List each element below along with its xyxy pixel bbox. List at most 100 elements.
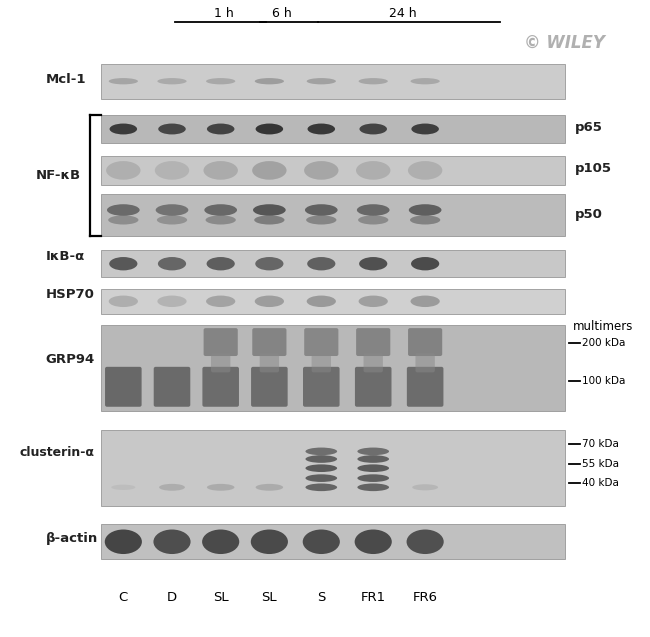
- Ellipse shape: [359, 257, 387, 271]
- FancyBboxPatch shape: [407, 367, 443, 407]
- Ellipse shape: [109, 257, 137, 271]
- Ellipse shape: [207, 257, 235, 271]
- FancyBboxPatch shape: [304, 328, 339, 356]
- Ellipse shape: [111, 485, 135, 490]
- Ellipse shape: [204, 204, 237, 216]
- Ellipse shape: [408, 161, 443, 180]
- Text: 1 h: 1 h: [214, 8, 234, 20]
- Bar: [101, 524, 565, 559]
- FancyBboxPatch shape: [211, 353, 230, 373]
- Ellipse shape: [106, 161, 140, 180]
- Text: C: C: [119, 591, 128, 604]
- Ellipse shape: [305, 204, 337, 216]
- FancyBboxPatch shape: [252, 328, 287, 356]
- Text: S: S: [317, 591, 326, 604]
- Ellipse shape: [206, 296, 235, 307]
- FancyBboxPatch shape: [356, 328, 390, 356]
- Ellipse shape: [304, 161, 339, 180]
- Ellipse shape: [255, 124, 283, 134]
- Ellipse shape: [306, 455, 337, 463]
- FancyBboxPatch shape: [203, 328, 238, 356]
- Text: 40 kDa: 40 kDa: [582, 478, 619, 488]
- Text: p50: p50: [575, 208, 603, 221]
- Ellipse shape: [109, 78, 138, 84]
- Ellipse shape: [411, 296, 440, 307]
- Ellipse shape: [306, 215, 337, 224]
- Ellipse shape: [359, 124, 387, 134]
- Text: GRP94: GRP94: [46, 354, 95, 366]
- Ellipse shape: [306, 475, 337, 482]
- FancyBboxPatch shape: [355, 367, 391, 407]
- FancyBboxPatch shape: [105, 367, 142, 407]
- Ellipse shape: [252, 161, 287, 180]
- Ellipse shape: [206, 78, 235, 84]
- Text: D: D: [167, 591, 177, 604]
- Ellipse shape: [205, 215, 236, 224]
- Ellipse shape: [157, 78, 187, 84]
- Ellipse shape: [255, 257, 283, 271]
- Text: IκB-α: IκB-α: [46, 250, 84, 263]
- Ellipse shape: [358, 455, 389, 463]
- Text: multimers: multimers: [573, 320, 633, 333]
- Ellipse shape: [155, 204, 188, 216]
- Ellipse shape: [358, 483, 389, 491]
- Ellipse shape: [307, 124, 335, 134]
- Text: SL: SL: [261, 591, 277, 604]
- Text: p105: p105: [575, 162, 612, 175]
- Text: Mcl-1: Mcl-1: [46, 73, 86, 86]
- Text: NF-κB: NF-κB: [36, 169, 81, 182]
- Ellipse shape: [355, 529, 392, 554]
- Ellipse shape: [406, 529, 444, 554]
- Ellipse shape: [358, 448, 389, 455]
- Text: SL: SL: [213, 591, 229, 604]
- Ellipse shape: [255, 296, 284, 307]
- Ellipse shape: [359, 296, 388, 307]
- Ellipse shape: [411, 78, 440, 84]
- Bar: [101, 289, 565, 314]
- Ellipse shape: [255, 78, 284, 84]
- Ellipse shape: [109, 296, 138, 307]
- Ellipse shape: [255, 484, 283, 490]
- Text: FR1: FR1: [361, 591, 386, 604]
- Ellipse shape: [202, 529, 239, 554]
- FancyBboxPatch shape: [311, 353, 331, 373]
- Ellipse shape: [410, 215, 440, 224]
- FancyBboxPatch shape: [415, 353, 435, 373]
- FancyBboxPatch shape: [153, 367, 190, 407]
- Text: 200 kDa: 200 kDa: [582, 338, 625, 348]
- Ellipse shape: [303, 529, 340, 554]
- Ellipse shape: [306, 464, 337, 472]
- Ellipse shape: [108, 215, 138, 224]
- Bar: [101, 194, 565, 236]
- Text: 6 h: 6 h: [272, 8, 292, 20]
- Text: © WILEY: © WILEY: [525, 34, 605, 52]
- Text: clusterin-α: clusterin-α: [20, 446, 94, 459]
- Text: 100 kDa: 100 kDa: [582, 376, 625, 386]
- Ellipse shape: [159, 484, 185, 490]
- Ellipse shape: [412, 484, 438, 490]
- FancyBboxPatch shape: [202, 367, 239, 407]
- Bar: [101, 156, 565, 185]
- Bar: [101, 250, 565, 277]
- Ellipse shape: [207, 484, 235, 490]
- Text: p65: p65: [575, 121, 603, 134]
- Ellipse shape: [158, 257, 186, 271]
- Ellipse shape: [306, 448, 337, 455]
- Text: FR6: FR6: [413, 591, 437, 604]
- Bar: [101, 325, 565, 411]
- Ellipse shape: [157, 215, 187, 224]
- Ellipse shape: [411, 124, 439, 134]
- Text: 24 h: 24 h: [389, 8, 416, 20]
- Ellipse shape: [153, 529, 190, 554]
- Ellipse shape: [107, 204, 140, 216]
- Ellipse shape: [253, 204, 286, 216]
- Ellipse shape: [207, 124, 235, 134]
- Ellipse shape: [409, 204, 441, 216]
- Ellipse shape: [411, 257, 439, 271]
- Bar: [101, 430, 565, 506]
- Text: HSP70: HSP70: [46, 289, 94, 301]
- Ellipse shape: [110, 124, 137, 134]
- FancyBboxPatch shape: [363, 353, 383, 373]
- FancyBboxPatch shape: [303, 367, 339, 407]
- Ellipse shape: [356, 161, 391, 180]
